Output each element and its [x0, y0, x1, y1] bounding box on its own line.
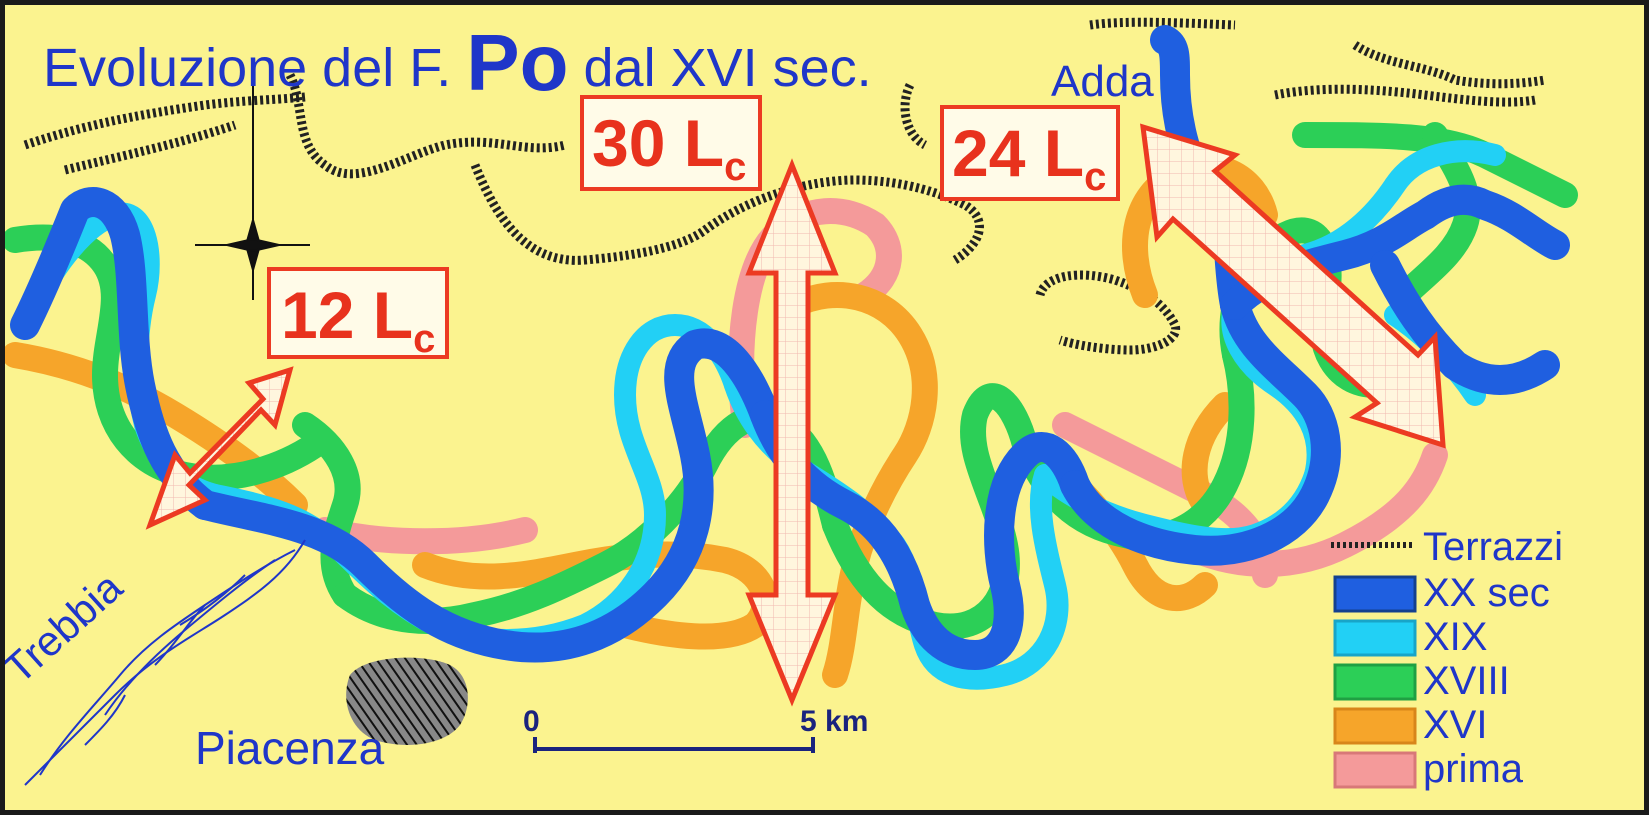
map-canvas	[5, 17, 1578, 789]
piacenza-city-area	[346, 657, 468, 745]
label-30-sub: c	[724, 145, 747, 189]
label-24-value: 24 L	[952, 116, 1085, 190]
legend-swatch-prima	[1333, 751, 1417, 789]
legend-swatch-xx	[1333, 575, 1417, 613]
label-12-value: 12 L	[281, 278, 414, 352]
legend-label-xvi: XVI	[1423, 703, 1488, 747]
legend-swatch-xvi	[1333, 707, 1417, 745]
terrace-line	[470, 163, 984, 265]
label-12-sub: c	[413, 317, 436, 361]
legend-label-xx: XX sec	[1423, 571, 1550, 615]
legend-label-xviii: XVIII	[1423, 659, 1510, 703]
terrace-line	[900, 82, 928, 150]
scale-end-label: 5 km	[800, 705, 869, 738]
title-suffix: dal XVI sec.	[583, 38, 872, 98]
scale-start-label: 0	[523, 705, 540, 738]
terrace-line	[63, 120, 237, 175]
trebbia-channel	[24, 539, 306, 786]
legend-swatch-xix	[1333, 619, 1417, 657]
terrace-line	[1274, 84, 1536, 107]
title-prefix: Evoluzione del F.	[43, 38, 452, 98]
width-arrow-30	[745, 158, 839, 707]
width-arrow-12	[145, 366, 294, 530]
scale-bar	[533, 737, 815, 753]
terrace-line	[1352, 41, 1546, 89]
terrace-line	[285, 72, 567, 179]
north-arrow-icon	[195, 65, 310, 300]
label-24-sub: c	[1084, 155, 1107, 199]
terrace-lines	[23, 17, 1546, 355]
label-box-30: 30 Lc	[580, 95, 762, 191]
legend-label-xix: XIX	[1423, 615, 1488, 659]
title-river: Po	[466, 18, 569, 107]
place-adda: Adda	[1051, 57, 1154, 106]
label-box-24: 24 Lc	[940, 105, 1120, 201]
legend-swatches	[1331, 542, 1417, 789]
legend-label-terrazzi: Terrazzi	[1423, 525, 1564, 569]
terrace-line	[23, 92, 306, 150]
width-arrow-24	[1140, 123, 1446, 449]
terrace-line	[1089, 17, 1236, 30]
legend-swatch-xviii	[1333, 663, 1417, 701]
legend-label-prima: prima	[1423, 747, 1524, 791]
label-30-value: 30 L	[592, 106, 725, 180]
map-title: Evoluzione del F. Po dal XVI sec.	[43, 17, 872, 109]
place-piacenza: Piacenza	[195, 722, 385, 774]
label-box-12: 12 Lc	[267, 267, 449, 361]
